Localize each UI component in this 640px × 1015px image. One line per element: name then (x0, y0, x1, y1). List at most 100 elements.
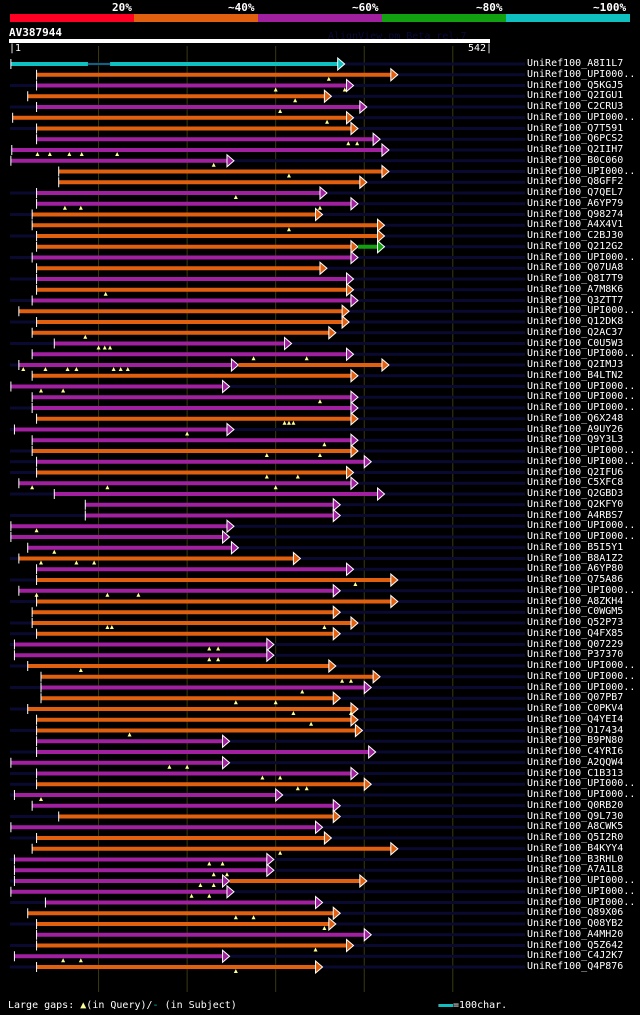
hit-label[interactable]: UniRef100_C2BJ30 (527, 230, 624, 241)
hit-label[interactable]: UniRef100_C4J2K7 (527, 950, 624, 962)
hit-end-arrow (372, 669, 381, 684)
hit-label[interactable]: UniRef100_UPI000.. (527, 68, 636, 80)
hit-label[interactable]: UniRef100_Q5KGJ5 (527, 79, 624, 91)
hit-label[interactable]: UniRef100_UPI000.. (527, 875, 636, 886)
hit-label[interactable]: UniRef100_Q212G2 (527, 240, 624, 252)
hit-label[interactable]: UniRef100_Q07UA8 (527, 262, 624, 274)
query-gap-marker (273, 485, 278, 490)
hit-label[interactable]: UniRef100_UPI000.. (527, 402, 636, 413)
hit-label[interactable]: UniRef100_Q0RB20 (527, 799, 624, 811)
hit-label[interactable]: UniRef100_Q6PCS2 (527, 133, 624, 145)
hit-label[interactable]: UniRef100_UPI000.. (527, 778, 636, 790)
hit-label[interactable]: UniRef100_Q8GFF2 (527, 176, 624, 188)
hit-label[interactable]: UniRef100_A2QQW4 (527, 756, 624, 768)
hit-label[interactable]: UniRef100_B4KYY4 (527, 842, 624, 854)
hit-label[interactable]: UniRef100_UPI000.. (527, 789, 636, 800)
hit-label[interactable]: UniRef100_Q12DK8 (527, 316, 624, 327)
hit-label[interactable]: UniRef100_B9PN80 (527, 735, 624, 747)
hit-label[interactable]: UniRef100_Q2IIH7 (527, 144, 624, 155)
hit-label[interactable]: UniRef100_Q9L730 (527, 810, 624, 822)
hit-label[interactable]: UniRef100_Q89X06 (527, 907, 624, 919)
hit-label[interactable]: UniRef100_UPI000.. (527, 165, 636, 177)
hit-bar-segment (32, 373, 351, 378)
query-gap-marker (340, 678, 345, 683)
hit-label[interactable]: UniRef100_A4X4V1 (527, 219, 624, 231)
hit-label[interactable]: UniRef100_UPI000.. (527, 531, 636, 542)
hit-label[interactable]: UniRef100_Q9Y3L3 (527, 434, 624, 446)
hit-label[interactable]: UniRef100_A6YP79 (527, 197, 624, 209)
hit-label[interactable]: UniRef100_Q75A86 (527, 574, 624, 585)
hit-label[interactable]: UniRef100_UPI000.. (527, 455, 636, 467)
hit-label[interactable]: UniRef100_A4MH20 (527, 928, 624, 940)
hit-label[interactable]: UniRef100_UPI000.. (527, 305, 636, 317)
hit-label[interactable]: UniRef100_Q7QEL7 (527, 187, 624, 198)
hit-label[interactable]: UniRef100_Q08YB2 (527, 918, 624, 929)
hit-label[interactable]: UniRef100_Q4YEI4 (527, 713, 624, 725)
hit-label[interactable]: UniRef100_A6YP80 (527, 563, 624, 575)
hit-label[interactable]: UniRef100_Q8I7T9 (527, 273, 624, 284)
hit-label[interactable]: UniRef100_UPI000.. (527, 348, 636, 360)
hit-label[interactable]: UniRef100_UPI000.. (527, 670, 636, 682)
hit-label[interactable]: UniRef100_B0C060 (527, 154, 624, 166)
hit-label[interactable]: UniRef100_UPI000.. (527, 445, 636, 456)
query-gap-marker (273, 700, 278, 705)
hit-label[interactable]: UniRef100_UPI000.. (527, 391, 636, 403)
hit-label[interactable]: UniRef100_UPI000.. (527, 660, 636, 671)
hit-label[interactable]: UniRef100_Q2KFY0 (527, 498, 624, 510)
hit-label[interactable]: UniRef100_Q2GBD3 (527, 488, 624, 499)
hit-label[interactable]: UniRef100_Q5Z642 (527, 939, 624, 951)
hit-label[interactable]: UniRef100_UPI000.. (527, 251, 636, 263)
hit-label[interactable]: UniRef100_B5I5Y1 (527, 541, 624, 553)
hit-label[interactable]: UniRef100_UPI000.. (527, 380, 636, 392)
scale-legend-label: =100char. (453, 1000, 508, 1011)
hit-label[interactable]: UniRef100_B3RHL0 (527, 853, 624, 865)
hit-bar-segment (54, 341, 285, 346)
hit-label[interactable]: UniRef100_A8I1L7 (527, 58, 624, 69)
hit-label[interactable]: UniRef100_Q4P876 (527, 961, 624, 972)
hit-label[interactable]: UniRef100_B8A1Z2 (527, 552, 624, 564)
hit-label[interactable]: UniRef100_UPI000.. (527, 885, 636, 897)
hit-label[interactable]: UniRef100_P37370 (527, 649, 624, 661)
hit-end-arrow (346, 562, 355, 577)
hit-bar-segment (14, 793, 276, 797)
hit-label[interactable]: UniRef100_A8ZKH4 (527, 595, 624, 607)
hit-label[interactable]: UniRef100_C2CRU3 (527, 101, 624, 112)
hit-label[interactable]: UniRef100_Q6X248 (527, 412, 624, 424)
hit-label[interactable]: UniRef100_C0PKV4 (527, 703, 624, 714)
hit-label[interactable]: UniRef100_B4LTN2 (527, 369, 624, 381)
hit-end-arrow (359, 175, 368, 190)
hit-label[interactable]: UniRef100_C4YRI6 (527, 746, 624, 757)
hit-label[interactable]: UniRef100_Q07PB7 (527, 692, 624, 704)
hit-label[interactable]: UniRef100_Q5I2R0 (527, 832, 624, 843)
hit-label[interactable]: UniRef100_Q2IMJ3 (527, 359, 624, 370)
hit-label[interactable]: UniRef100_Q07229 (527, 638, 624, 650)
hit-label[interactable]: UniRef100_Q2IGU1 (527, 90, 624, 102)
hit-label[interactable]: UniRef100_C1B313 (527, 767, 624, 779)
hit-label[interactable]: UniRef100_C0U5W3 (527, 337, 624, 349)
hit-label[interactable]: UniRef100_A4RBS7 (527, 509, 624, 521)
hit-label[interactable]: UniRef100_A8CWK5 (527, 821, 624, 833)
hit-label[interactable]: UniRef100_Q98274 (527, 208, 624, 220)
hit-label[interactable]: UniRef100_A7A1L8 (527, 864, 624, 876)
hit-label[interactable]: UniRef100_Q7T591 (527, 122, 624, 134)
hit-label[interactable]: UniRef100_O17434 (527, 724, 624, 736)
hit-label[interactable]: UniRef100_Q3ZTT7 (527, 294, 624, 306)
hit-label[interactable]: UniRef100_Q2AC37 (527, 326, 624, 338)
hit-label[interactable]: UniRef100_A7M8K6 (527, 283, 624, 295)
query-gap-marker (264, 474, 269, 479)
query-gap-marker (118, 367, 123, 371)
hit-label[interactable]: UniRef100_UPI000.. (527, 520, 636, 532)
hit-label[interactable]: UniRef100_Q4FX85 (527, 627, 624, 639)
hit-label[interactable]: UniRef100_Q52P73 (527, 617, 624, 628)
hit-label[interactable]: UniRef100_A9UY26 (527, 423, 624, 435)
hit-label[interactable]: UniRef100_UPI000.. (527, 584, 636, 596)
scale-label-100: ~100% (593, 1, 627, 14)
hit-label[interactable]: UniRef100_Q2IFU6 (527, 466, 624, 478)
hit-label[interactable]: UniRef100_UPI000.. (527, 681, 636, 693)
hit-label[interactable]: UniRef100_UPI000.. (527, 896, 636, 908)
query-gap-marker (207, 861, 212, 866)
hit-label[interactable]: UniRef100_C5XFC8 (527, 477, 624, 489)
hit-label[interactable]: UniRef100_UPI000.. (527, 111, 636, 123)
hit-end-arrow (350, 433, 359, 448)
hit-label[interactable]: UniRef100_C0WGM5 (527, 606, 624, 618)
